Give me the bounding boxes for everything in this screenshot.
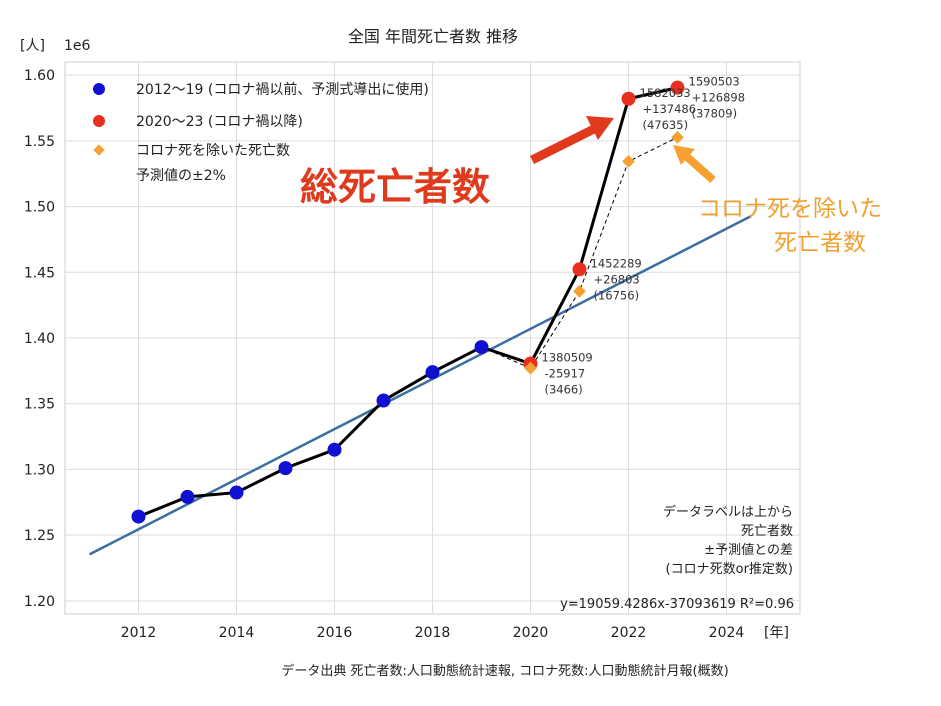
annotation-non-covid-line1: コロナ死を除いた: [698, 196, 882, 222]
regression-equation: y=19059.4286x-37093619 R²=0.96: [560, 597, 794, 612]
y-tick-label: 1.45: [24, 265, 55, 281]
x-tick-label: 2022: [611, 625, 647, 641]
y-tick-label: 1.35: [24, 397, 55, 413]
data-label: 1380509: [542, 351, 593, 365]
data-labels: 1380509 -25917 (3466) 1452289 +26803 (16756) 1…: [542, 75, 746, 397]
note: データラベルは上から 死亡者数 ±予測値との差 (コロナ死数or推定数): [663, 504, 793, 577]
point-pre-covid: [278, 461, 293, 476]
total-deaths-line: [137, 86, 678, 519]
data-label: (3466): [545, 383, 583, 397]
point-pre-covid: [131, 509, 146, 524]
x-tick-label: 2016: [317, 625, 353, 641]
x-axis-label: [年]: [764, 625, 789, 641]
data-label: +137486: [643, 102, 697, 116]
data-label: (37809): [692, 107, 738, 121]
legend-label-pre-covid: 2012～19 (コロナ禍以前、予測式導出に使用): [136, 81, 429, 98]
y-tick-label: 1.50: [24, 200, 55, 216]
series-layer: [131, 80, 685, 524]
legend-marker-pre-covid: [93, 83, 105, 95]
x-tick-label: 2012: [121, 625, 157, 641]
annotation-non-covid-line2: 死亡者数: [774, 230, 866, 256]
point-pre-covid: [229, 485, 244, 500]
data-label: -25917: [545, 367, 586, 381]
y-scale-label: 1e6: [64, 38, 91, 54]
y-tick-label: 1.60: [24, 68, 55, 84]
data-label: +26803: [594, 272, 640, 286]
legend-label-non-covid: コロナ死を除いた死亡数: [136, 143, 290, 159]
note-line-4: (コロナ死数or推定数): [666, 562, 793, 577]
point-covid: [621, 91, 636, 106]
data-label: 1452289: [591, 256, 642, 270]
arrow-non-covid: [673, 145, 716, 183]
point-pre-covid: [474, 340, 489, 355]
legend-marker-covid: [93, 115, 105, 127]
data-label: (47635): [643, 118, 689, 132]
point-pre-covid: [180, 489, 195, 504]
regression-line: [88, 215, 752, 556]
annotation-total-deaths: 総死亡者数: [300, 165, 490, 209]
data-label: 1582033: [640, 86, 691, 100]
x-tick-label: 2024: [709, 625, 745, 641]
arrow-total-deaths: [529, 116, 614, 165]
point-covid: [670, 80, 685, 95]
data-label: +126898: [692, 91, 746, 105]
note-line-3: ±予測値との差: [704, 542, 793, 558]
point-pre-covid: [425, 365, 440, 380]
y-tick-label: 1.25: [24, 528, 55, 544]
x-tick-label: 2014: [219, 625, 255, 641]
x-tick-label: 2018: [415, 625, 451, 641]
legend-label-prediction-range: 予測値の±2%: [136, 168, 226, 184]
axes: 2012 2014 2016 2018 2020 2022 2024 1.20 1.25 1.30…: [24, 68, 745, 641]
legend-label-covid: 2020～23 (コロナ禍以降): [136, 114, 303, 130]
non-covid-line: [481, 136, 678, 369]
y-tick-label: 1.30: [24, 462, 55, 478]
data-label: 1590503: [689, 75, 740, 89]
regression-layer: [88, 215, 752, 556]
legend: 2012～19 (コロナ禍以前、予測式導出に使用) 2020～23 (コロナ禍以…: [93, 81, 429, 184]
point-covid: [572, 262, 587, 277]
point-pre-covid: [327, 442, 342, 457]
data-label: (16756): [594, 288, 640, 302]
y-tick-label: 1.20: [24, 594, 55, 610]
y-tick-label: 1.55: [24, 134, 55, 150]
y-tick-label: 1.40: [24, 331, 55, 347]
chart-title: 全国 年間死亡者数 推移: [348, 27, 518, 46]
note-line-1: データラベルは上から: [663, 504, 793, 520]
x-tick-label: 2020: [513, 625, 549, 641]
point-pre-covid: [376, 393, 391, 408]
y-axis-label: [人]: [20, 38, 45, 54]
note-line-2: 死亡者数: [741, 524, 793, 539]
source-note: データ出典 死亡者数:人口動態統計速報, コロナ死数:人口動態統計月報(概数): [281, 663, 728, 679]
